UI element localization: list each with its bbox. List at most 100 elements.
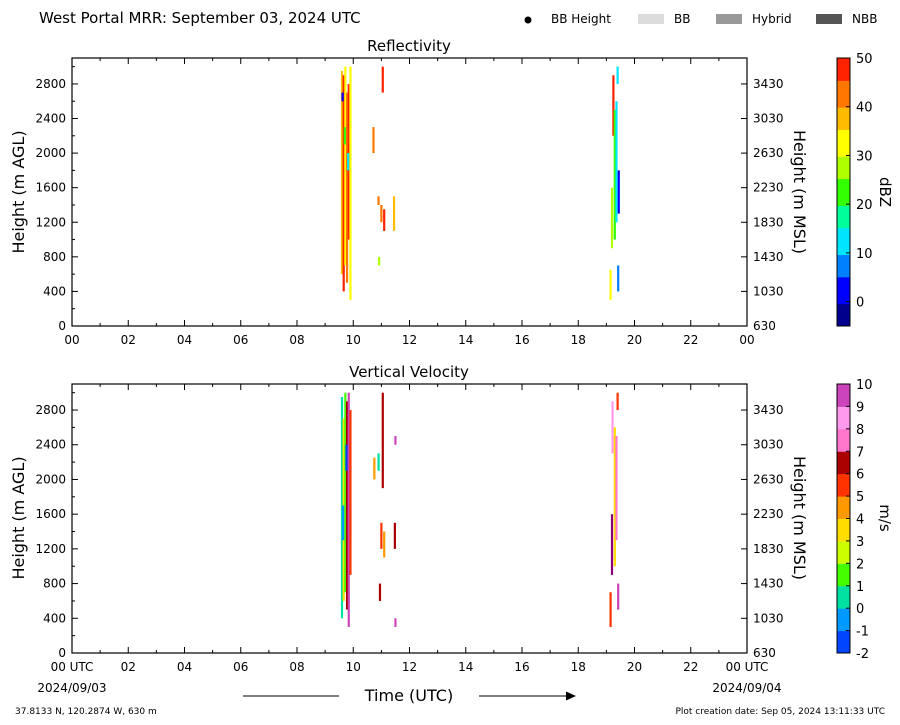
colorbar-band [837,630,850,636]
colorbar-band [837,594,850,600]
x-tick-label: 22 [683,333,698,347]
y-right-tick-label: 3430 [753,403,784,417]
y-tick-label: 400 [43,611,66,625]
y-right-tick-label: 3430 [753,77,784,91]
colorbar-band [837,572,850,578]
colorbar-band [837,617,850,623]
colorbar-band [837,169,850,175]
y-right-tick-label: 1830 [753,215,784,229]
start-date: 2024/09/03 [37,681,106,695]
y-right-tick-label: 2230 [753,507,784,521]
data-segment-18 [612,75,615,136]
colorbar-band [837,388,850,394]
data-segment-6 [342,505,345,541]
reflectivity-panel: Reflectivity Height (m AGL) Height (m MS… [9,37,894,347]
colorbar-band [837,120,850,126]
colorbar-band [837,639,850,645]
y-right-tick-label: 1030 [753,611,784,625]
velocity-y-axis: 0 400 800 1200 1600 2000 2400 2800 [35,392,78,660]
colorbar-band [837,469,850,475]
colorbar-band [837,281,850,287]
y-tick-label: 800 [43,577,66,591]
reflectivity-title: Reflectivity [367,37,451,55]
colorbar-band [837,200,850,206]
colorbar-band [837,89,850,95]
velocity-title: Vertical Velocity [349,363,469,381]
colorbar-band [837,187,850,193]
legend-bb-height-marker [524,16,532,24]
x-tick-label: 20 [627,660,642,674]
colorbar-band [837,147,850,153]
colorbar-band [837,527,850,533]
colorbar-band [837,487,850,493]
end-date: 2024/09/04 [712,681,781,695]
colorbar-band [837,165,850,171]
colorbar-tick-label: 10 [856,247,873,262]
x-tick-label: 14 [458,660,473,674]
legend-hybrid-swatch [716,14,742,24]
colorbar-tick-label: 50 [856,52,873,67]
data-segment-22 [617,265,620,292]
x-tick-label: 04 [177,333,192,347]
legend-bb-label: BB [674,12,690,26]
data-segment-3 [345,401,349,610]
data-segment-23 [617,170,620,214]
location-text: 37.8133 N, 120.2874 W, 630 m [15,707,157,717]
colorbar-band [837,267,850,273]
colorbar-tick-label: 5 [856,490,864,505]
colorbar-band [837,98,850,104]
colorbar-band [837,192,850,197]
y-tick-label: 2800 [35,403,66,417]
x-tick-label: 12 [402,660,417,674]
colorbar-band [837,321,850,327]
colorbar-band [837,590,850,596]
colorbar-band [837,384,850,389]
data-segment-11 [372,127,375,154]
colorbar-band [837,299,850,305]
data-segment-5 [349,66,352,301]
colorbar-band [837,496,850,502]
data-segment-21 [616,66,619,84]
data-segment-15 [394,618,397,627]
data-segment-6 [341,92,344,102]
legend-bb-swatch [638,14,664,24]
velocity-colorbar: -2 -1 0 1 2 3 4 5 6 7 8 9 10 [836,378,873,662]
page-title: West Portal MRR: September 03, 2024 UTC [39,9,361,27]
velocity-x-axis: 00 UTC 02 04 06 08 10 12 14 16 18 20 22 00 UTC [51,384,768,674]
colorbar-band [837,603,850,609]
x-tick-label: 20 [627,333,642,347]
colorbar-band [837,71,850,77]
data-segment-2 [344,66,347,266]
data-segment-11 [378,583,382,601]
colorbar-band [837,116,850,122]
data-segment-20 [613,427,616,567]
colorbar-band [837,245,850,251]
colorbar-band [837,129,850,135]
colorbar-band [837,518,850,524]
x-tick-label: 02 [121,333,136,347]
colorbar-band [837,648,850,654]
reflectivity-y-axis-right: 630 1030 1430 1830 2230 2630 3030 3430 [741,77,784,333]
colorbar-band [837,424,850,430]
colorbar-band [837,232,850,238]
colorbar-band [837,585,850,591]
x-tick-label: 06 [233,660,248,674]
colorbar-band [837,80,850,86]
data-segment-21 [615,436,618,541]
y-tick-label: 2000 [35,146,66,160]
data-segment-8 [347,153,350,171]
colorbar-band [837,133,850,139]
x-tick-label: 04 [177,660,192,674]
colorbar-tick-label: 30 [856,149,873,164]
data-segment-15 [392,196,396,231]
data-segment-23 [617,583,620,610]
colorbar-band [837,612,850,618]
data-segment-14 [393,522,396,549]
colorbar-band [837,473,850,479]
colorbar-band [837,58,850,63]
y-tick-label: 1600 [35,181,66,195]
x-tick-label: 12 [402,333,417,347]
colorbar-band [837,183,850,189]
colorbar-tick-label: 6 [856,468,864,483]
colorbar-band [837,509,850,515]
